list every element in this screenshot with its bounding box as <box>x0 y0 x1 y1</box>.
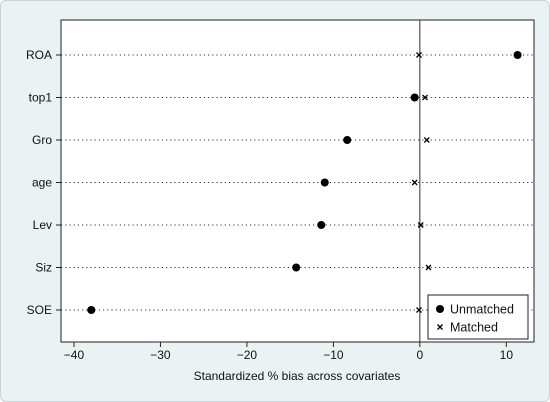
unmatched-point-top1 <box>410 93 419 102</box>
legend-box <box>427 294 529 340</box>
matched-point-top1 <box>422 94 429 101</box>
unmatched-point-ROA <box>513 51 522 59</box>
matched-point-SOE <box>416 307 422 313</box>
x-axis: −40 −30 −20 −10 0 10 <box>64 342 514 362</box>
y-tick-label-Lev: Lev <box>33 218 52 232</box>
unmatched-point-Lev <box>317 221 326 229</box>
matched-point-Lev <box>417 222 424 228</box>
x-tick-label--30: −30 <box>150 348 171 362</box>
x-axis-title: Standardized % bias across covariates <box>194 369 401 383</box>
legend: Unmatched Matched <box>427 294 529 340</box>
unmatched-point-Siz <box>292 263 301 272</box>
matched-point-age <box>411 179 418 186</box>
unmatched-point-SOE <box>87 306 96 314</box>
y-tick-label-Siz: Siz <box>35 261 52 275</box>
x-tick-label-0: 0 <box>417 348 424 362</box>
matched-point-ROA <box>416 52 422 58</box>
y-tick-label-ROA: ROA <box>26 48 52 62</box>
legend-matched-marker-icon <box>437 324 443 330</box>
y-axis-labels: ROA top1 Gro age Lev Siz SOE <box>26 48 61 317</box>
legend-unmatched-marker-icon <box>436 305 444 313</box>
legend-matched-label: Matched <box>450 321 498 335</box>
x-tick-label--40: −40 <box>64 348 85 362</box>
x-tick-label-10: 10 <box>500 348 514 362</box>
y-tick-label-SOE: SOE <box>27 303 52 317</box>
unmatched-point-Gro <box>343 136 352 144</box>
y-tick-label-Gro: Gro <box>32 133 52 147</box>
legend-unmatched-label: Unmatched <box>450 303 514 317</box>
matched-point-Siz <box>425 264 432 271</box>
plot-area <box>60 19 535 343</box>
matched-point-Gro <box>423 137 430 143</box>
y-tick-label-top1: top1 <box>29 91 53 105</box>
data-markers <box>87 51 522 314</box>
x-tick-label--10: −10 <box>323 348 344 362</box>
unmatched-point-age <box>320 178 329 187</box>
x-tick-label--20: −20 <box>237 348 258 362</box>
y-tick-label-age: age <box>32 176 52 190</box>
